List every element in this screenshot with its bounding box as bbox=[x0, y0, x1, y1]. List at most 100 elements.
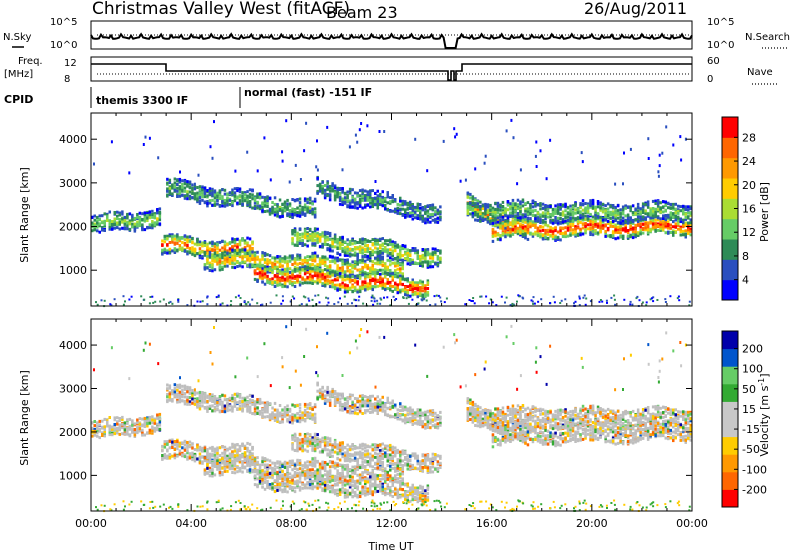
power-cell bbox=[476, 199, 480, 203]
power-cell bbox=[251, 242, 254, 246]
power-cell bbox=[331, 285, 334, 289]
power-noise-cell bbox=[373, 300, 376, 303]
power-cell bbox=[96, 215, 99, 219]
power-cell bbox=[486, 203, 490, 207]
power-cell bbox=[374, 200, 377, 204]
power-cell bbox=[246, 190, 249, 194]
power-cell bbox=[341, 235, 344, 239]
power-cell bbox=[489, 221, 492, 225]
power-cell bbox=[554, 229, 557, 233]
power-cell bbox=[346, 284, 349, 288]
power-cell bbox=[273, 262, 277, 266]
power-cell bbox=[421, 215, 424, 219]
power-cell bbox=[529, 210, 532, 214]
power-cell bbox=[338, 202, 342, 206]
power-cell bbox=[361, 248, 364, 252]
power-cell bbox=[424, 217, 427, 221]
power-cell bbox=[356, 241, 359, 244]
power-noise-cell bbox=[635, 297, 638, 300]
power-cell bbox=[226, 251, 229, 255]
power-cell bbox=[401, 199, 404, 203]
power-cell bbox=[396, 202, 399, 206]
power-cell bbox=[366, 283, 369, 287]
power-cell bbox=[511, 210, 515, 214]
power-cell bbox=[93, 224, 96, 228]
power-cell bbox=[208, 189, 212, 193]
power-cell bbox=[409, 200, 412, 204]
power-cell bbox=[594, 208, 597, 212]
power-noise-cell bbox=[251, 298, 254, 301]
power-cell bbox=[96, 219, 99, 223]
power-noise-cell bbox=[636, 295, 639, 298]
power-cell bbox=[203, 241, 207, 245]
power-speckle-cell bbox=[263, 136, 266, 140]
power-cell bbox=[153, 216, 157, 220]
power-cell bbox=[143, 219, 147, 223]
power-cell bbox=[394, 241, 397, 245]
power-cell bbox=[278, 255, 282, 259]
power-cell bbox=[511, 222, 515, 226]
power-cell bbox=[584, 206, 587, 210]
power-cell bbox=[394, 287, 397, 291]
power-cell bbox=[198, 199, 202, 203]
power-cell bbox=[626, 229, 630, 232]
power-cell bbox=[361, 194, 364, 198]
power-cell bbox=[491, 209, 495, 213]
power-cell bbox=[311, 207, 314, 211]
power-cell bbox=[416, 206, 419, 210]
power-cell bbox=[391, 242, 394, 246]
power-cell bbox=[301, 232, 304, 236]
power-cell bbox=[561, 226, 565, 230]
power-speckle-cell bbox=[426, 169, 429, 173]
power-cell bbox=[221, 195, 224, 199]
power-cell bbox=[401, 244, 404, 247]
power-speckle-cell bbox=[299, 178, 302, 181]
power-cell bbox=[539, 203, 542, 207]
power-cell bbox=[376, 194, 379, 198]
power-cell bbox=[358, 199, 362, 203]
power-cell bbox=[514, 229, 517, 233]
power-cell bbox=[236, 189, 239, 193]
power-noise-cell bbox=[488, 302, 491, 305]
power-cell bbox=[601, 220, 605, 224]
power-cell bbox=[401, 207, 404, 211]
power-cell bbox=[616, 230, 620, 234]
power-cell bbox=[211, 193, 214, 197]
power-cell bbox=[654, 222, 657, 226]
power-cell bbox=[196, 196, 199, 200]
power-cell bbox=[629, 233, 632, 237]
power-cell bbox=[439, 249, 442, 253]
power-cell bbox=[409, 206, 412, 210]
power-cell bbox=[486, 210, 490, 214]
power-speckle-cell bbox=[356, 140, 359, 144]
power-cell bbox=[261, 280, 264, 284]
power-cell bbox=[293, 275, 297, 279]
power-cell bbox=[549, 234, 552, 238]
power-cell bbox=[116, 210, 119, 214]
power-cell bbox=[601, 224, 605, 228]
power-cell bbox=[614, 207, 617, 211]
power-cell bbox=[369, 201, 372, 205]
power-speckle-cell bbox=[657, 170, 660, 174]
power-cell bbox=[168, 181, 172, 185]
power-cell bbox=[401, 272, 404, 276]
power-cell bbox=[228, 191, 232, 195]
power-cell bbox=[644, 203, 647, 207]
power-cell bbox=[396, 261, 399, 265]
power-cell bbox=[351, 273, 354, 277]
power-cell bbox=[266, 205, 269, 208]
power-cell bbox=[426, 287, 430, 290]
power-cell bbox=[303, 260, 307, 264]
power-cell bbox=[331, 186, 334, 190]
power-cell bbox=[228, 202, 232, 206]
power-cell bbox=[191, 236, 194, 240]
power-cell bbox=[384, 241, 387, 245]
power-cell bbox=[193, 185, 197, 189]
power-cell bbox=[431, 260, 435, 264]
power-cell bbox=[343, 196, 347, 200]
power-cell bbox=[301, 262, 304, 266]
power-cell bbox=[253, 277, 257, 281]
power-cell bbox=[208, 241, 212, 245]
power-cell bbox=[263, 275, 267, 279]
power-cell bbox=[496, 216, 500, 220]
